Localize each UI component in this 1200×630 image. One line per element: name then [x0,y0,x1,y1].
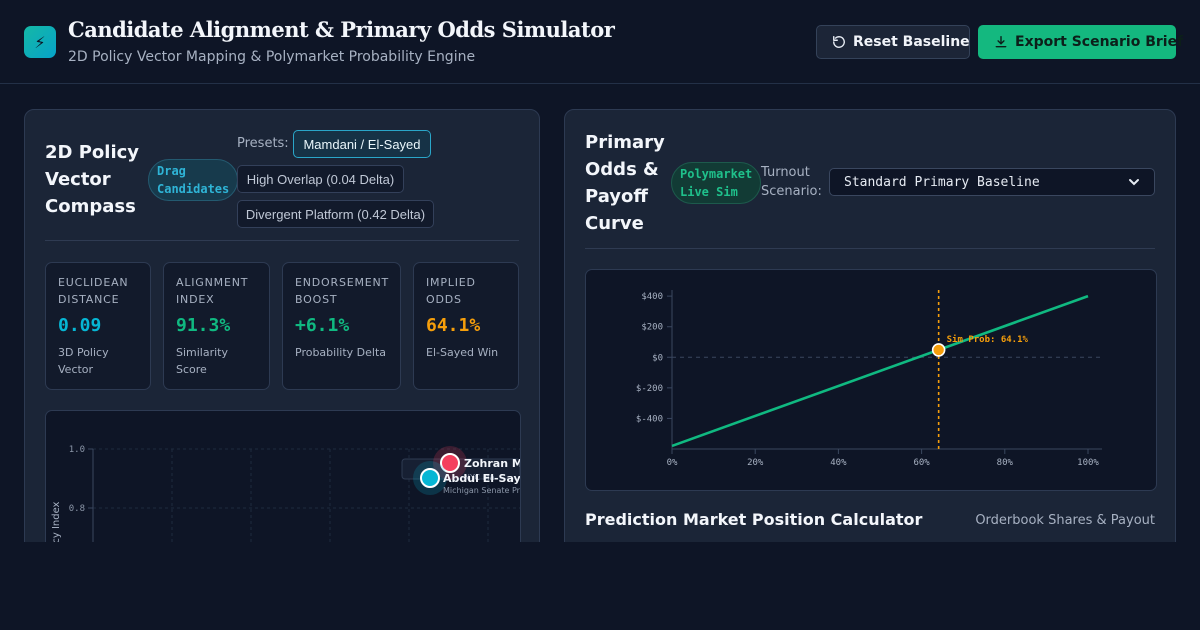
turnout-scenario-select[interactable]: Standard Primary Baseline [829,168,1155,196]
odds-payoff-panel: Primary Odds & Payoff Curve Polymarket L… [564,109,1176,569]
mamdani-name: Zohran Mamdani [464,457,520,470]
export-scenario-button[interactable]: Export Scenario Brief [978,25,1183,59]
y-axis-label: Policy Index [51,501,62,561]
reset-baseline-label: Reset Baseline [853,34,970,50]
presets-label: Presets: [237,136,289,151]
turnout-selected-value: Standard Primary Baseline [844,174,1040,190]
metric-caption: El-Sayed Win [426,346,499,359]
policy-compass-chart[interactable]: 1.0 0.8 Policy Index Zohran Mamdani NYC … [45,410,521,562]
metric-caption: Similarity Score [176,346,229,376]
metric-value: +6.1% [295,315,350,336]
app-header: ⚡ Candidate Alignment & Primary Odds Sim… [0,0,1200,84]
y-tick-label: 0.8 [69,504,85,514]
metric-label: IMPLIED ODDS [426,276,476,306]
metric-caption: Probability Delta [295,346,386,359]
x-tick-label: 100% [1077,458,1099,468]
compass-grid [93,448,520,561]
polymarket-live-badge: Polymarket Live Sim [671,162,762,204]
drag-candidates-badge: Drag Candidates [148,159,239,201]
preset-divergent-platform[interactable]: Divergent Platform (0.42 Delta) [237,200,434,228]
x-tick-label: 80% [997,458,1014,468]
metric-value: 0.09 [58,315,102,336]
odds-panel-title: Primary Odds & Payoff Curve [585,132,665,234]
metric-card-distance: EUCLIDEAN DISTANCE 0.09 3D Policy Vector [45,262,151,390]
metric-value: 64.1% [426,315,481,336]
x-tick-label: 60% [913,458,930,468]
refresh-icon [833,36,845,48]
y-tick-label: $-200 [636,384,663,394]
x-tick-label: 0% [667,458,678,468]
below-fold-area [0,542,1200,630]
metric-caption: 3D Policy Vector [58,346,109,376]
el-sayed-name: Abdul El-Sayed [443,472,520,485]
y-tick-label: $0 [652,353,663,363]
payoff-curve-chart: $400 $200 $0 $-200 $-400 0% 20% 40% 60% 80% 100% Si… [585,269,1157,491]
sim-prob-label: Sim Prob: 64.1% [947,334,1029,345]
download-icon [995,36,1007,48]
y-tick-label: $400 [641,292,663,302]
compass-plot[interactable]: 1.0 0.8 Policy Index Zohran Mamdani NYC … [46,411,520,561]
preset-high-overlap[interactable]: High Overlap (0.04 Delta) [237,165,404,193]
y-tick-label: $-400 [636,414,663,424]
chevron-down-icon [1129,179,1139,186]
odds-divider [585,248,1155,249]
y-tick-label: 1.0 [69,445,85,455]
page-title: Candidate Alignment & Primary Odds Simul… [68,17,615,42]
preset-mamdani-el-sayed[interactable]: Mamdani / El-Sayed [293,130,431,158]
el-sayed-role: Michigan Senate Primary [443,486,520,495]
metric-label: ALIGNMENT INDEX [176,276,249,306]
metric-card-alignment: ALIGNMENT INDEX 91.3% Similarity Score [163,262,270,390]
mamdani-role: NYC Ma [464,473,494,482]
position-calculator-subtitle: Orderbook Shares & Payout [975,513,1155,528]
payoff-plot: $400 $200 $0 $-200 $-400 0% 20% 40% 60% 80% 100% Si… [636,290,1102,468]
page-subtitle: 2D Policy Vector Mapping & Polymarket Pr… [68,49,476,65]
sim-prob-marker [931,343,946,357]
y-tick-label: $200 [641,323,663,333]
export-scenario-label: Export Scenario Brief [1015,34,1184,50]
mamdani-node[interactable] [440,453,460,473]
metric-value: 91.3% [176,315,231,336]
lightning-bolt-icon: ⚡ [24,26,56,58]
x-tick-label: 20% [747,458,764,468]
compass-divider [45,240,519,241]
payoff-line [671,294,1089,448]
reset-baseline-button[interactable]: Reset Baseline [816,25,970,59]
el-sayed-node[interactable] [420,468,440,488]
turnout-label: Turnout Scenario: [761,165,822,199]
metric-label: EUCLIDEAN DISTANCE [58,276,129,306]
position-calculator-title: Prediction Market Position Calculator [585,510,923,529]
x-tick-label: 40% [830,458,847,468]
compass-panel-title: 2D Policy Vector Compass [45,142,140,217]
metric-card-implied-odds: IMPLIED ODDS 64.1% El-Sayed Win [413,262,519,390]
metric-label: ENDORSEMENT BOOST [295,276,390,306]
metric-card-endorsement: ENDORSEMENT BOOST +6.1% Probability Delt… [282,262,401,390]
policy-compass-panel: 2D Policy Vector Compass Drag Candidates… [24,109,540,569]
